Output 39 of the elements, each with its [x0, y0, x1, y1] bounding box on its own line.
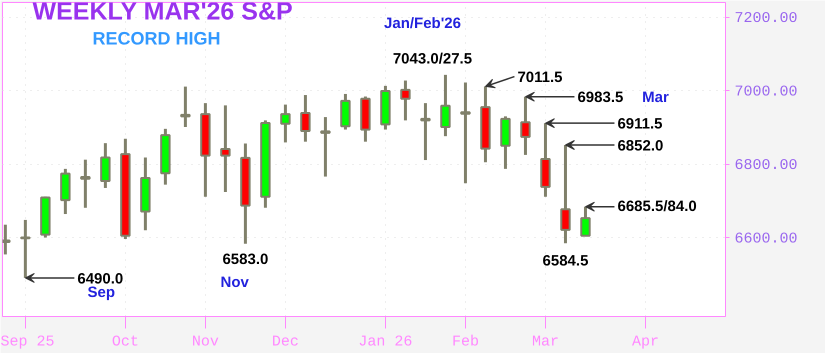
annotation: 6685.5/84.0	[617, 198, 697, 216]
candlestick	[560, 144, 571, 244]
annotation: 6583.0	[222, 251, 268, 268]
candlestick	[80, 160, 91, 208]
x-tick-label: Nov	[192, 334, 219, 350]
candlestick	[440, 74, 451, 136]
y-tick-label: 7000.00	[734, 84, 798, 101]
candlestick	[180, 86, 191, 127]
annotation: 7011.5	[517, 69, 563, 86]
candlestick	[580, 206, 591, 237]
y-tick-label: 6800.00	[734, 157, 798, 174]
x-tick-label: Apr	[632, 334, 659, 350]
candlestick	[520, 96, 531, 155]
annotation: 7043.0/27.5	[392, 50, 472, 68]
candlestick	[460, 82, 471, 184]
candlestick	[320, 117, 331, 177]
y-tick-label: 6600.00	[734, 230, 798, 248]
candlestick	[400, 80, 411, 120]
x-tick-label: Sep 25	[0, 334, 55, 350]
x-tick-label: Oct	[112, 334, 139, 350]
candlestick	[420, 103, 431, 160]
candlestick	[100, 143, 111, 188]
annotation: 6584.5	[542, 252, 588, 270]
candlestick	[280, 104, 291, 142]
x-tick-label: Jan 26	[358, 334, 412, 350]
text: RECORD HIGH	[92, 28, 221, 48]
annotation: Nov	[220, 274, 250, 291]
annotation: 6983.5	[577, 89, 624, 106]
annotation: 6852.0	[617, 137, 664, 154]
y-tick-label: 7200.00	[734, 10, 798, 28]
candlestick	[220, 105, 231, 192]
x-tick-label: Feb	[452, 334, 479, 350]
x-tick-label: Mar	[532, 334, 559, 350]
annotation: Mar	[642, 89, 669, 106]
x-tick-label: Dec	[272, 334, 299, 350]
annotation: 6911.5	[617, 116, 663, 133]
candlestick	[300, 95, 311, 142]
candlestick	[20, 220, 31, 278]
annotation: Jan/Feb'26	[384, 15, 461, 32]
